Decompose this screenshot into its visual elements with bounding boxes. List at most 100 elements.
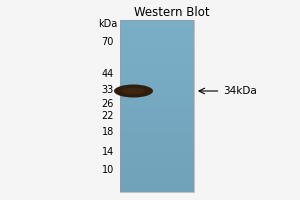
- Text: 34kDa: 34kDa: [224, 86, 257, 96]
- Bar: [120, 112, 194, 113]
- Bar: [120, 81, 194, 82]
- Bar: [120, 190, 194, 191]
- Bar: [120, 96, 194, 97]
- Text: 26: 26: [102, 99, 114, 109]
- Bar: [120, 191, 194, 192]
- Bar: [120, 117, 194, 118]
- Bar: [120, 35, 194, 36]
- Bar: [120, 83, 194, 84]
- Bar: [120, 147, 194, 148]
- Bar: [120, 87, 194, 88]
- Bar: [120, 104, 194, 105]
- Bar: [120, 21, 194, 22]
- Bar: [120, 71, 194, 72]
- Bar: [120, 34, 194, 35]
- Bar: [120, 51, 194, 52]
- Bar: [120, 69, 194, 70]
- Bar: [120, 150, 194, 151]
- Bar: [120, 148, 194, 149]
- Bar: [120, 185, 194, 186]
- Bar: [120, 167, 194, 168]
- Bar: [120, 72, 194, 73]
- Bar: [120, 103, 194, 104]
- Bar: [120, 92, 194, 93]
- Bar: [120, 124, 194, 125]
- Bar: [120, 44, 194, 45]
- Bar: [120, 61, 194, 62]
- Bar: [120, 36, 194, 37]
- Bar: [120, 144, 194, 146]
- Bar: [120, 127, 194, 128]
- Bar: [120, 89, 194, 90]
- Bar: [120, 39, 194, 40]
- Bar: [120, 100, 194, 101]
- Bar: [120, 137, 194, 138]
- Bar: [120, 146, 194, 147]
- Bar: [120, 154, 194, 155]
- Bar: [120, 188, 194, 189]
- Bar: [120, 125, 194, 126]
- Bar: [120, 111, 194, 112]
- Bar: [120, 54, 194, 55]
- Bar: [120, 151, 194, 152]
- Bar: [120, 175, 194, 177]
- Bar: [120, 132, 194, 133]
- Bar: [120, 110, 194, 111]
- Text: 10: 10: [102, 165, 114, 175]
- Bar: [120, 45, 194, 46]
- Bar: [120, 178, 194, 179]
- Bar: [120, 22, 194, 23]
- Bar: [120, 106, 194, 107]
- Bar: [120, 126, 194, 128]
- Bar: [120, 84, 194, 85]
- Bar: [120, 134, 194, 135]
- Bar: [120, 79, 194, 80]
- Bar: [120, 122, 194, 123]
- Text: 44: 44: [102, 69, 114, 79]
- Bar: [120, 156, 194, 157]
- Bar: [120, 27, 194, 28]
- Bar: [120, 163, 194, 164]
- Bar: [120, 46, 194, 48]
- Bar: [120, 40, 194, 42]
- Bar: [120, 169, 194, 170]
- Bar: [120, 126, 194, 127]
- Bar: [120, 114, 194, 115]
- Bar: [120, 85, 194, 86]
- Bar: [120, 56, 194, 57]
- Bar: [120, 171, 194, 172]
- Bar: [120, 70, 194, 71]
- Bar: [120, 189, 194, 190]
- Bar: [120, 102, 194, 103]
- Bar: [120, 77, 194, 78]
- Bar: [120, 52, 194, 53]
- Bar: [120, 47, 194, 48]
- Text: kDa: kDa: [98, 19, 117, 29]
- Bar: [120, 83, 194, 84]
- Bar: [120, 152, 194, 153]
- Text: 22: 22: [101, 111, 114, 121]
- Bar: [120, 135, 194, 136]
- Bar: [120, 80, 194, 81]
- Bar: [120, 65, 194, 66]
- Bar: [120, 141, 194, 142]
- Bar: [120, 68, 194, 69]
- Bar: [120, 95, 194, 97]
- Bar: [120, 174, 194, 175]
- Bar: [120, 173, 194, 174]
- Bar: [120, 74, 194, 75]
- Bar: [120, 41, 194, 42]
- Text: 33: 33: [102, 85, 114, 95]
- Bar: [120, 128, 194, 129]
- Bar: [120, 60, 194, 61]
- Bar: [120, 172, 194, 173]
- Bar: [120, 37, 194, 38]
- Bar: [120, 57, 194, 58]
- Bar: [120, 120, 194, 121]
- Bar: [120, 169, 194, 170]
- Bar: [120, 164, 194, 165]
- Bar: [120, 109, 194, 110]
- Bar: [120, 20, 194, 192]
- Bar: [120, 43, 194, 44]
- Bar: [120, 31, 194, 32]
